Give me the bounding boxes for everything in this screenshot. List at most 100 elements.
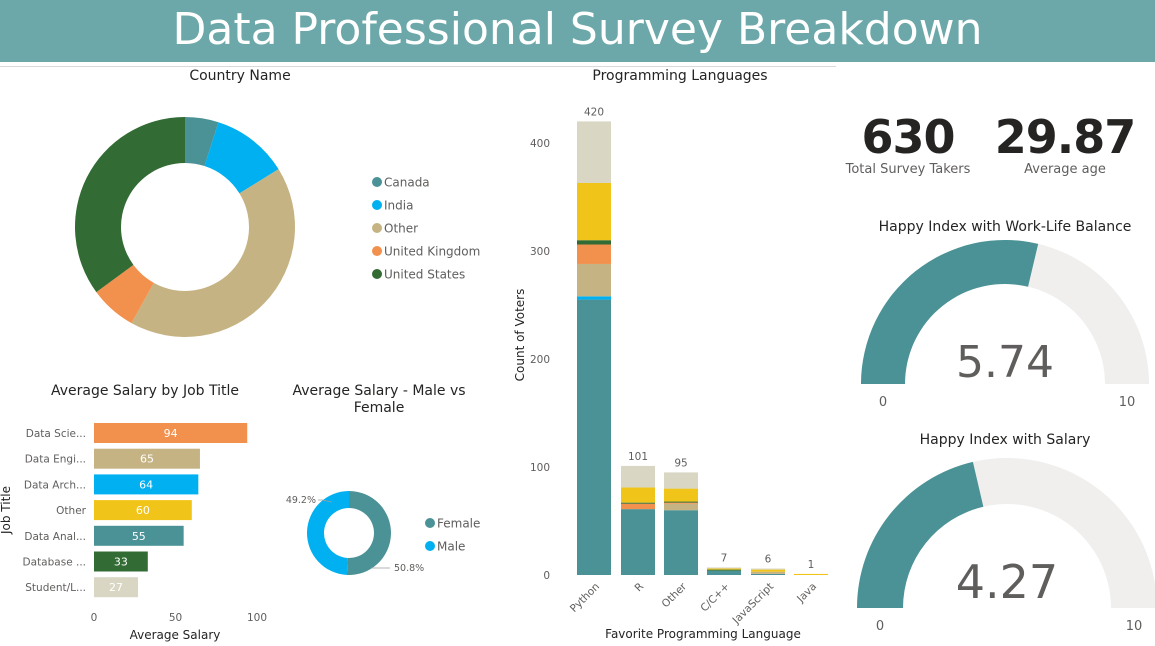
bar-segment-other-3[interactable] [664,502,698,504]
bar-segment-javascript-6[interactable] [751,568,785,570]
leader-line-male [318,499,333,503]
x-tick-label-java: Java [794,581,819,606]
bar-segment-python-3[interactable] [577,244,611,264]
legend-label-united-kingdom[interactable]: United Kingdom [384,245,480,259]
bar-segment-python-2[interactable] [577,263,611,297]
total-label-c-c: 7 [721,552,728,564]
bar-segment-python-6[interactable] [577,121,611,183]
donut-slice-canada[interactable] [185,117,219,167]
bar-segment-javascript-2[interactable] [751,571,785,574]
donut-slice-india[interactable] [204,122,279,194]
gauge-max-label: 10 [1119,395,1136,410]
bar-segment-r-0[interactable] [621,509,655,575]
total-label-other: 95 [674,457,687,469]
bar-segment-python-4[interactable] [577,240,611,245]
data-label-database: 33 [114,556,128,569]
donut-slice-female[interactable] [346,491,391,575]
bar-data-scie[interactable] [94,423,248,443]
bar-segment-other-5[interactable] [664,488,698,502]
legend-marker-united-states [372,269,382,279]
bar-segment-other-0[interactable] [664,510,698,575]
bar-segment-r-6[interactable] [621,465,655,488]
bar-segment-c-c-0[interactable] [707,570,741,575]
legend-label-india[interactable]: India [384,199,413,213]
country-donut-chart[interactable]: Canada India Other United Kingdom United Sta… [60,100,480,360]
donut-slice-united-states[interactable] [75,117,185,293]
legend-label-female[interactable]: Female [437,517,480,531]
y-tick-label-other: Other [56,505,86,517]
y-tick-label-data-anal: Data Anal... [24,531,86,543]
bar-other[interactable] [94,500,192,521]
donut-slice-other[interactable] [131,169,295,337]
header-divider [0,66,836,67]
bar-segment-other-2[interactable] [664,503,698,511]
legend-marker-male [425,541,435,551]
total-label-r: 101 [628,451,648,463]
total-label-python: 420 [584,106,604,118]
data-label-data-anal: 55 [132,530,146,543]
bar-segment-c-c-4[interactable] [707,569,741,571]
gauge-fill[interactable] [857,461,984,608]
y-axis-label: Job Title [0,486,13,535]
bar-segment-c-c-5[interactable] [707,568,741,570]
bar-segment-other-6[interactable] [664,472,698,489]
gauge-salary[interactable]: 4.27 0 10 [845,455,1155,635]
gauge-fill[interactable] [861,240,1039,384]
legend-label-canada[interactable]: Canada [384,176,430,190]
page-title: Data Professional Survey Breakdown [172,4,983,55]
y-axis-label: Count of Voters [513,289,527,382]
y-tick-label-0: 0 [543,570,550,582]
bar-data-engi[interactable] [94,448,200,469]
legend-marker-india [372,200,382,210]
y-tick-label-database: Database ... [23,557,86,569]
gauge-value: 5.74 [956,337,1054,388]
legend-label-male[interactable]: Male [437,540,465,554]
header-banner: Data Professional Survey Breakdown [0,0,1155,62]
bar-segment-java-5[interactable] [794,573,828,575]
y-tick-label-300: 300 [530,246,550,258]
x-tick-label-javascript: JavaScript [730,581,776,627]
bar-data-anal[interactable] [94,525,184,546]
x-tick-label-50: 50 [169,612,182,624]
data-label-female: 50.8% [394,563,424,574]
donut-slice-united-kingdom[interactable] [96,264,154,324]
languages-chart-title: Programming Languages [592,68,768,84]
bar-segment-python-1[interactable] [577,296,611,300]
bar-segment-python-0[interactable] [577,299,611,575]
y-tick-label-200: 200 [530,354,550,366]
bar-database[interactable] [94,551,148,572]
y-tick-label-data-scie: Data Scie... [26,428,86,440]
kpi-survey-takers: 630 Total Survey Takers [838,110,978,177]
gauge-worklife[interactable]: 5.74 0 10 [845,240,1155,415]
kpi-survey-takers-label: Total Survey Takers [845,162,971,177]
gauge-salary-title: Happy Index with Salary [919,432,1091,448]
donut-slice-male[interactable] [306,491,349,575]
gauge-worklife-title: Happy Index with Work-Life Balance [878,219,1132,235]
bar-segment-javascript-0[interactable] [751,573,785,575]
country-chart-title: Country Name [189,68,291,84]
bar-segment-javascript-5[interactable] [751,569,785,572]
gauge-min-label: 0 [879,395,887,410]
gender-salary-chart-title: Average Salary - Male vs Female [292,383,466,416]
bar-segment-r-3[interactable] [621,503,655,510]
bar-segment-python-5[interactable] [577,182,611,241]
legend-label-united-states[interactable]: United States [384,268,465,282]
gauge-max-label: 10 [1126,619,1143,634]
bar-segment-r-5[interactable] [621,487,655,503]
bar-segment-r-4[interactable] [621,502,655,504]
bar-segment-c-c-6[interactable] [707,567,741,569]
legend-marker-female [425,518,435,528]
bar-student-l[interactable] [94,577,139,598]
data-label-data-scie: 94 [164,427,178,440]
legend-label-other[interactable]: Other [384,222,418,236]
job-salary-bar-chart[interactable]: Data Scie... 94 Data Engi... 65 Data Arch...… [0,410,280,646]
data-label-data-engi: 65 [140,453,154,466]
x-tick-label-r: R [632,581,646,595]
languages-stacked-bar-chart[interactable]: 0 100 200 300 400 420 Python 101 R 95 Other 7 C/C++ 6… [505,95,835,646]
bar-data-arch[interactable] [94,474,199,495]
gender-salary-donut-chart[interactable]: 50.8% 49.2% Female Male [270,470,490,590]
y-tick-label-100: 100 [530,462,550,474]
bar-segment-other-4[interactable] [664,501,698,503]
gauge-value: 4.27 [956,555,1058,609]
data-label-male: 49.2% [286,495,316,506]
